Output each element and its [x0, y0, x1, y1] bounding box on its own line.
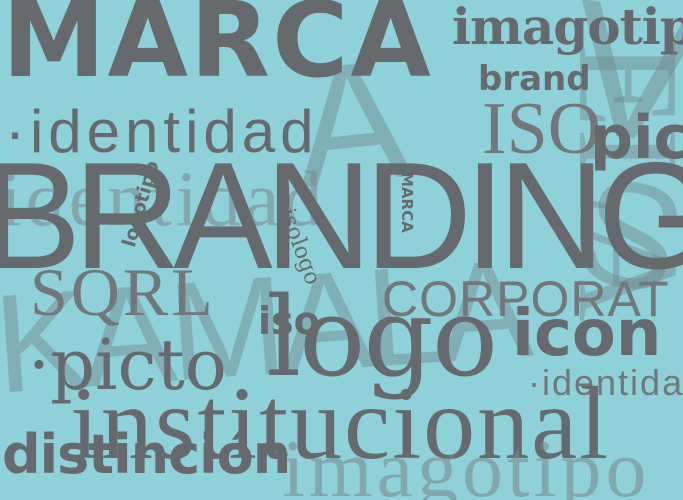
word-identidad: ·identidad: [5, 98, 319, 165]
word-marca-main: MARCA: [2, 0, 433, 101]
word-imagotipo-ghost: imagotipo: [282, 423, 651, 500]
word-iso: ISO: [482, 88, 602, 170]
word-institucional: institucional: [70, 366, 611, 481]
word-brand: brand: [478, 59, 591, 99]
word-distincion: distinción: [2, 423, 291, 486]
word-imagotipo: imagotipo: [452, 0, 683, 56]
word-icon: icon: [512, 297, 662, 371]
word-marca-vertical: MARCA: [398, 172, 416, 233]
word-picto-mid: ·picto: [28, 324, 227, 406]
word-logo: logo: [266, 273, 498, 401]
word-iso-small: iso: [258, 299, 320, 343]
word-corporat: CORPORAT: [382, 271, 670, 327]
word-identidad-ghost: identidad: [0, 155, 327, 242]
word-sqrl: SQRL: [30, 254, 216, 330]
word-identidad-small: ·identidad: [528, 362, 683, 403]
word-branding: BRANDING: [0, 131, 683, 301]
word-picto-top: picto: [590, 103, 683, 173]
